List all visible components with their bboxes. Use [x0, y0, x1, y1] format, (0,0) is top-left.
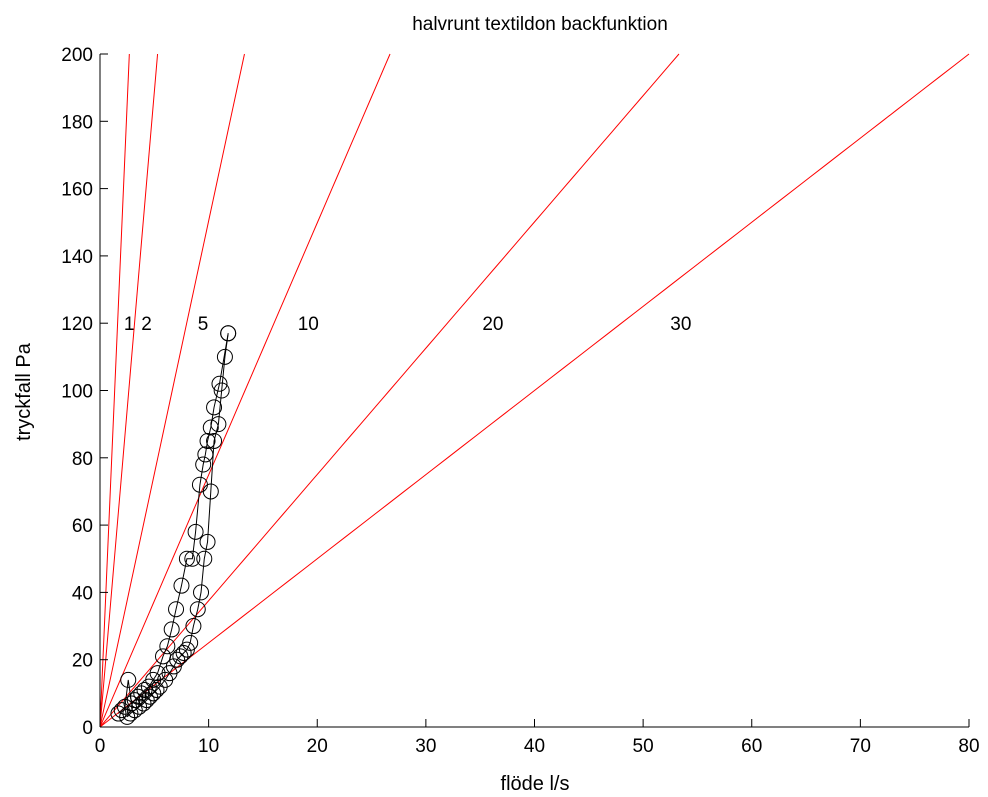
y-tick-label: 20: [72, 651, 93, 672]
data-point: [159, 638, 176, 655]
y-tick-label: 200: [61, 45, 93, 66]
x-tick-label: 50: [633, 736, 654, 757]
y-tick-label: 180: [61, 112, 93, 133]
data-point: [163, 621, 180, 638]
data-point: [189, 601, 206, 618]
reference-label-30: 30: [670, 314, 691, 335]
y-tick-label: 40: [72, 583, 93, 604]
y-tick-label: 160: [61, 180, 93, 201]
data-point: [202, 419, 219, 436]
y-axis-label: tryckfall Pa: [13, 342, 35, 441]
data-point: [182, 634, 199, 651]
reference-curve-20: [99, 53, 680, 728]
data-point: [178, 550, 195, 567]
reference-curve-10: [99, 53, 391, 728]
x-axis-label: flöde l/s: [501, 773, 570, 795]
data-point: [199, 432, 216, 449]
reference-label-5: 5: [198, 314, 209, 335]
data-point: [187, 523, 204, 540]
data-point: [133, 685, 150, 702]
data-point: [193, 584, 210, 601]
axes: 0 10 20 30 40 50 60 70 8002040608010012014016018…: [61, 45, 979, 757]
data-point: [220, 325, 237, 342]
data-point: [213, 382, 230, 399]
data-point: [197, 446, 214, 463]
x-tick-label: 10: [198, 736, 219, 757]
data-point: [168, 601, 185, 618]
data-point: [185, 618, 202, 635]
x-tick-label: 40: [524, 736, 545, 757]
series-line-0: [126, 333, 229, 718]
data-point: [206, 399, 223, 416]
data-point: [116, 698, 133, 715]
measured-series: [110, 325, 237, 725]
data-point: [172, 648, 189, 665]
reference-label-2: 2: [141, 314, 152, 335]
data-point: [120, 671, 137, 688]
reference-label-20: 20: [482, 314, 503, 335]
x-tick-label: 80: [958, 736, 979, 757]
data-point: [113, 702, 130, 719]
data-point: [191, 476, 208, 493]
y-tick-label: 0: [82, 718, 93, 739]
chart-title: halvrunt textildon backfunktion: [412, 14, 668, 35]
y-tick-label: 80: [72, 449, 93, 470]
reference-label-10: 10: [298, 314, 319, 335]
data-point: [195, 456, 212, 473]
data-point: [173, 577, 190, 594]
reference-curve-30: [99, 53, 970, 728]
y-tick-label: 60: [72, 516, 93, 537]
data-point: [110, 705, 127, 722]
x-tick-label: 20: [307, 736, 328, 757]
data-point: [148, 681, 165, 698]
data-point: [155, 648, 172, 665]
reference-curve-1: [99, 53, 130, 728]
reference-curve-labels: 1 2 5 10 20 30: [124, 314, 692, 335]
reference-curve-2: [99, 53, 159, 728]
y-tick-label: 140: [61, 247, 93, 268]
data-point: [211, 375, 228, 392]
x-tick-label: 60: [741, 736, 762, 757]
data-point: [196, 550, 213, 567]
data-point: [206, 432, 223, 449]
x-tick-label: 70: [850, 736, 871, 757]
reference-curve-5: [99, 53, 245, 728]
data-point: [199, 533, 216, 550]
x-tick-label: 0: [95, 736, 106, 757]
data-point: [130, 688, 147, 705]
data-point: [175, 644, 192, 661]
reference-label-1: 1: [124, 314, 135, 335]
x-tick-label: 30: [415, 736, 436, 757]
y-tick-label: 120: [61, 314, 93, 335]
reference-curves: [99, 53, 970, 728]
y-tick-label: 100: [61, 382, 93, 403]
data-point: [136, 681, 153, 698]
data-point: [184, 550, 201, 567]
